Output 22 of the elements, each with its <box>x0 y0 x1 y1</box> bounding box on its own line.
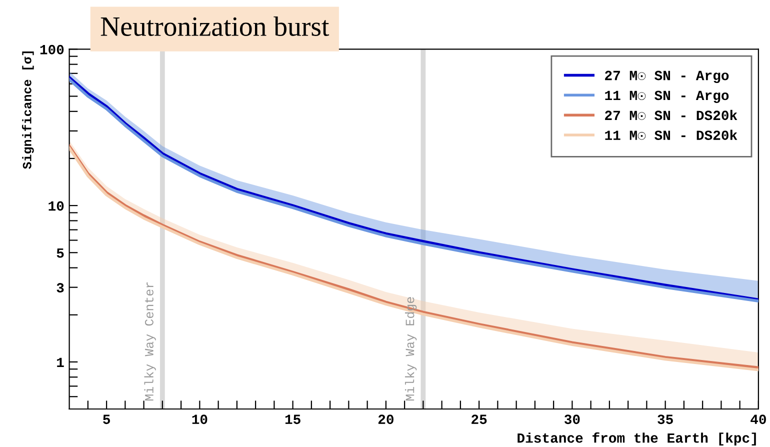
legend-label: 11 M☉ SN - Argo <box>605 90 729 103</box>
x-axis-title: Distance from the Earth [kpc] <box>518 432 756 446</box>
y-axis-title: Significance [σ] <box>22 51 34 169</box>
y-tick-label: 1 <box>57 358 64 367</box>
x-tick-label: 30 <box>564 414 580 424</box>
y-tick-label: 10 <box>48 201 64 211</box>
x-tick-label: 25 <box>472 414 487 424</box>
x-tick-label: 5 <box>103 414 110 424</box>
legend-label: 27 M☉ SN - Argo <box>605 70 729 84</box>
chart-title: Neutronization burst <box>100 16 330 36</box>
y-tick-label: 3 <box>56 283 64 293</box>
legend-label: 27 M☉ SN - DS20k <box>605 110 738 120</box>
y-tick-label: 100 <box>40 44 64 54</box>
x-tick-label: 20 <box>378 414 394 424</box>
ref-line-label: Milky Way Center <box>144 282 156 401</box>
ref-line-label: Milky Way Edge <box>405 297 417 401</box>
x-tick-label: 40 <box>750 414 766 424</box>
x-tick-label: 10 <box>192 414 208 424</box>
x-tick-label: 15 <box>285 414 300 424</box>
y-tick-label: 5 <box>56 248 64 258</box>
x-tick-label: 35 <box>658 414 673 424</box>
legend-label: 11 M☉ SN - DS20k <box>605 130 738 140</box>
